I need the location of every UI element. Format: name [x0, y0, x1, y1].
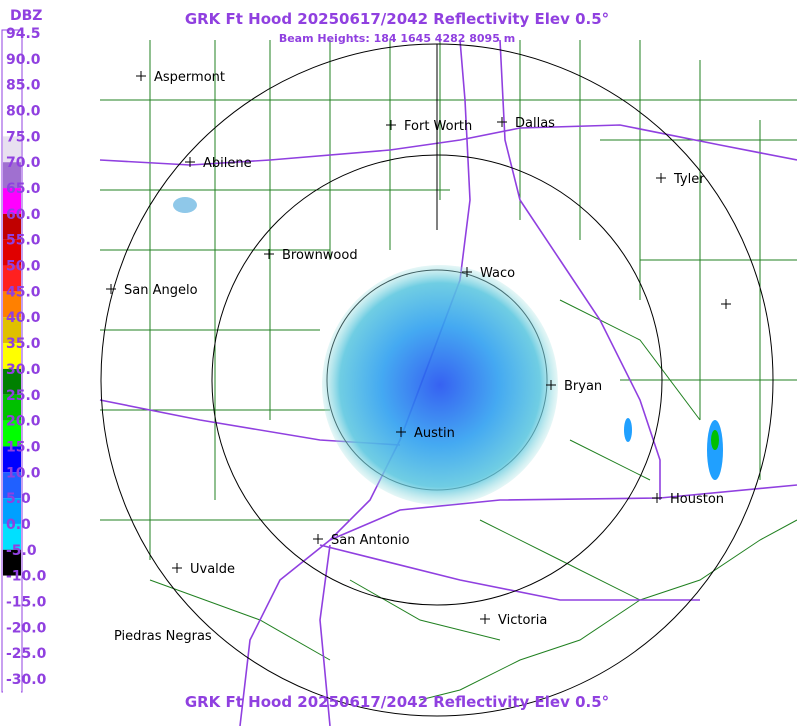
marker: [386, 120, 396, 130]
marker: [106, 284, 116, 294]
city-label: Bryan: [564, 379, 602, 394]
marker: [656, 173, 666, 183]
legend-label: 35.0: [6, 336, 41, 352]
legend-label: -5.0: [6, 543, 37, 559]
legend-label: -10.0: [6, 569, 47, 585]
city-label: San Antonio: [331, 533, 410, 548]
legend-label: 30.0: [6, 362, 41, 378]
marker: [313, 534, 323, 544]
city-label: Aspermont: [154, 70, 225, 85]
legend-swatch: [3, 679, 21, 705]
legend-swatch: [3, 136, 21, 163]
legend-label: 0.0: [6, 517, 31, 533]
legend-swatch: [3, 627, 21, 654]
marker: [721, 299, 731, 309]
legend-swatch: [3, 110, 21, 137]
legend-swatch: [3, 420, 21, 447]
legend-label: 50.0: [6, 259, 41, 275]
marker: [264, 249, 274, 259]
city-label: Waco: [480, 266, 515, 281]
city-label: Uvalde: [190, 562, 235, 577]
legend-label: 45.0: [6, 284, 41, 300]
legend-swatch: [3, 317, 21, 344]
legend-swatch: [3, 33, 21, 59]
legend-swatch: [3, 498, 21, 524]
footer-title: GRK Ft Hood 20250617/2042 Reflectivity E…: [185, 693, 609, 711]
legend-label: -20.0: [6, 620, 47, 636]
city-label: San Angelo: [124, 283, 198, 298]
marker: [136, 71, 146, 81]
legend-swatch: [3, 162, 21, 189]
legend-label: 20.0: [6, 414, 41, 430]
county-lines: [100, 40, 797, 701]
legend-label: 90.0: [6, 52, 41, 68]
legend-label: -30.0: [6, 672, 47, 688]
legend-label: 40.0: [6, 310, 41, 326]
legend-swatch: [3, 213, 21, 240]
legend-label: 65.0: [6, 181, 41, 197]
legend-label: 55.0: [6, 233, 41, 249]
city-label: Houston: [670, 492, 724, 507]
marker: [546, 380, 556, 390]
city-label: Piedras Negras: [114, 629, 212, 644]
marker: [396, 427, 406, 437]
legend-label: -25.0: [6, 646, 47, 662]
legend-swatch: [3, 58, 21, 85]
subtitle: Beam Heights: 184 1645 4282 8095 m: [279, 32, 515, 45]
legend-label: 25.0: [6, 388, 41, 404]
city-label: Abilene: [203, 156, 252, 171]
marker: [185, 157, 195, 167]
legend-swatch: [3, 188, 21, 214]
marker: [480, 614, 490, 624]
legend-swatch: [3, 653, 21, 679]
legend-label: -15.0: [6, 594, 47, 610]
legend-swatch: [3, 265, 21, 292]
city-label: Fort Worth: [404, 119, 472, 134]
marker: [652, 493, 662, 503]
city-label: Dallas: [515, 116, 555, 131]
legend-label: 94.5: [6, 26, 41, 42]
legend-swatch: [3, 575, 21, 602]
legend-swatch: [3, 291, 21, 318]
legend-swatch: [3, 601, 21, 628]
title: GRK Ft Hood 20250617/2042 Reflectivity E…: [185, 10, 609, 28]
legend-label: 85.0: [6, 78, 41, 94]
marker: [497, 117, 507, 127]
legend-swatch: [3, 549, 21, 576]
legend-swatch: [3, 239, 21, 266]
city-label: Austin: [414, 426, 455, 441]
legend-swatch: [3, 472, 21, 499]
marker: [462, 267, 472, 277]
legend-unit: DBZ: [10, 8, 42, 24]
legend-swatch: [3, 84, 21, 111]
reflectivity-echo: [173, 197, 723, 505]
legend-label: 10.0: [6, 465, 41, 481]
legend-swatch: [3, 394, 21, 421]
marker: [172, 563, 182, 573]
city-label: Victoria: [498, 613, 547, 628]
cities: Aspermont Fort Worth Dallas Abilene Tyler Bro…: [106, 70, 731, 644]
legend-label: 60.0: [6, 207, 41, 223]
legend-label: 80.0: [6, 104, 41, 120]
legend: 94.5 90.0 85.0 80.0 75.0 70.0 65.0 60.0 55.0 50.0…: [3, 26, 47, 705]
legend-swatch: [3, 368, 21, 395]
legend-label: 15.0: [6, 439, 41, 455]
legend-label: 70.0: [6, 155, 41, 171]
legend-label: 5.0: [6, 491, 31, 507]
legend-swatch: [3, 446, 21, 473]
legend-swatch: [3, 343, 21, 369]
city-label: Tyler: [673, 172, 705, 187]
city-label: Brownwood: [282, 248, 358, 263]
legend-swatch: [3, 523, 21, 550]
legend-label: 75.0: [6, 129, 41, 145]
